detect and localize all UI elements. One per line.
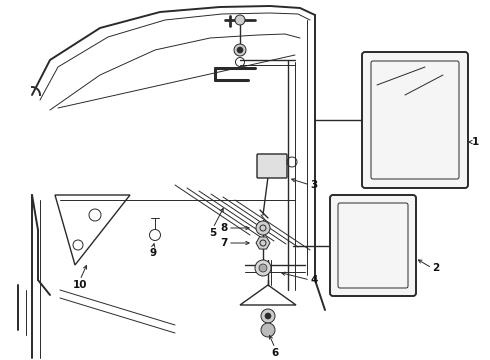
Circle shape bbox=[234, 44, 246, 56]
Text: 7: 7 bbox=[220, 238, 228, 248]
Text: 5: 5 bbox=[209, 228, 217, 238]
Text: 8: 8 bbox=[221, 223, 228, 233]
Text: 6: 6 bbox=[271, 348, 279, 358]
Text: 9: 9 bbox=[149, 248, 157, 258]
Circle shape bbox=[255, 260, 271, 276]
Circle shape bbox=[259, 264, 267, 272]
FancyBboxPatch shape bbox=[330, 195, 416, 296]
Text: 10: 10 bbox=[73, 280, 87, 290]
Circle shape bbox=[235, 15, 245, 25]
Circle shape bbox=[261, 309, 275, 323]
Circle shape bbox=[256, 221, 270, 235]
Polygon shape bbox=[256, 237, 270, 249]
Circle shape bbox=[237, 47, 243, 53]
Text: 3: 3 bbox=[310, 180, 317, 190]
Text: 1: 1 bbox=[472, 137, 479, 147]
FancyBboxPatch shape bbox=[362, 52, 468, 188]
Text: 2: 2 bbox=[432, 263, 439, 273]
Circle shape bbox=[261, 323, 275, 337]
Circle shape bbox=[265, 313, 271, 319]
FancyBboxPatch shape bbox=[257, 154, 287, 178]
Text: 4: 4 bbox=[310, 275, 318, 285]
